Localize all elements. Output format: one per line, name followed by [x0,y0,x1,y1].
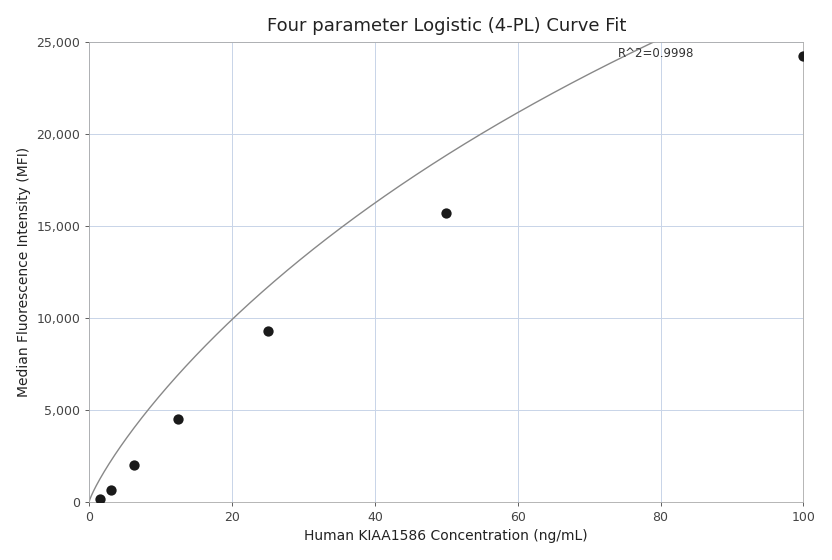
Point [797,52,810,61]
Point [171,414,185,423]
Text: R^2=0.9998: R^2=0.9998 [617,47,694,60]
Point [261,326,275,335]
Y-axis label: Median Fluorescence Intensity (MFI): Median Fluorescence Intensity (MFI) [17,147,31,397]
Point [94,494,107,503]
X-axis label: Human KIAA1586 Concentration (ng/mL): Human KIAA1586 Concentration (ng/mL) [305,529,588,543]
Title: Four parameter Logistic (4-PL) Curve Fit: Four parameter Logistic (4-PL) Curve Fit [266,17,626,35]
Point [127,460,141,469]
Point [439,208,453,217]
Point [105,486,118,494]
